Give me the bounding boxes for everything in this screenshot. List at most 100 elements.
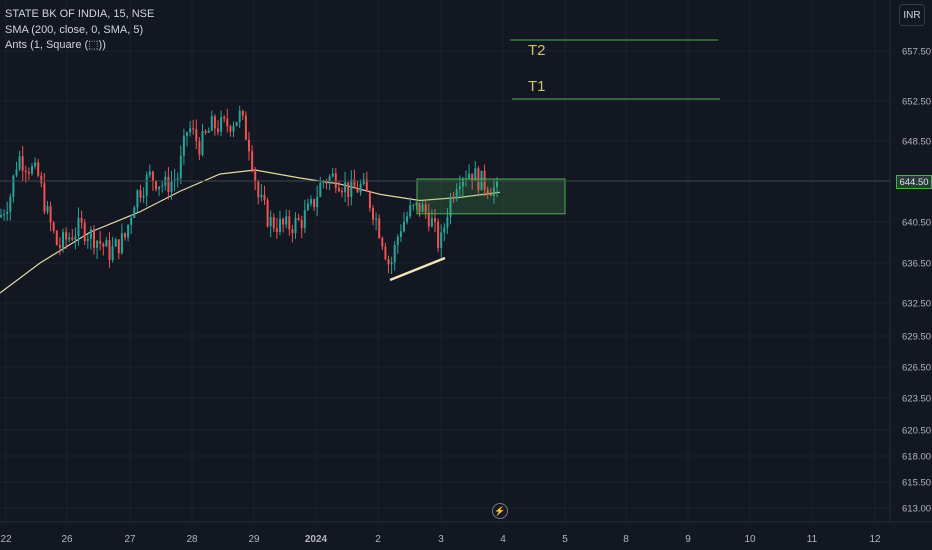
candle-body [496,180,498,188]
candle-body [204,131,207,133]
candle-body [24,170,27,173]
candle-body [254,169,257,182]
candle-body [471,173,474,182]
candle-body [133,207,136,219]
target-t2-label[interactable]: T2 [528,42,546,59]
time-tick-label: 26 [61,534,73,545]
candle-body [235,121,238,126]
candle-body [489,193,492,196]
candle-body [291,229,294,234]
price-axis[interactable]: 657.50 652.50 648.50 644.50 640.50 636.50 632.… [889,0,932,522]
time-axis[interactable]: 22 26 27 28 29 2024 2 3 4 5 8 9 10 11 12 [0,521,932,545]
candle-body [306,203,309,211]
ants-legend[interactable]: Ants (1, Square (⬚)) [5,39,106,51]
candle-body [440,232,443,248]
time-tick-label: 12 [869,534,881,545]
candle-body [390,262,393,265]
candle-body [372,208,374,220]
candle-body [99,240,102,244]
time-tick-label: 2 [375,534,381,545]
candle-body [167,176,170,193]
time-tick-label: 4 [500,534,506,545]
candle-body [347,182,350,197]
candle-body [418,202,421,212]
candle-body [486,189,489,194]
candle-body [452,196,455,199]
target-t1-label[interactable]: T1 [528,78,546,95]
candle-body [155,181,157,190]
lightning-icon[interactable]: ⚡ [492,503,508,519]
candle-body [406,216,409,222]
candle-body [136,190,139,208]
candle-body [217,128,219,132]
candle-body [310,199,312,204]
price-tick-label: 615.50 [902,478,931,489]
candle-body [328,176,331,184]
candle-body [356,187,359,193]
price-tick-label: 629.50 [902,332,931,343]
candle-body [474,168,477,182]
candle-body [272,217,275,229]
candle-body [322,181,325,183]
candle-body [241,110,244,116]
candle-body [151,171,154,182]
candle-body [74,236,77,240]
price-tick-label: 648.50 [902,137,931,148]
candle-body [86,238,89,242]
candle-body [102,243,105,247]
drawings[interactable] [0,39,890,282]
price-tick-label: 620.50 [902,426,931,437]
grid [0,0,890,522]
candle-body [468,173,471,179]
candle-body [89,229,92,239]
candle-body [96,240,99,248]
candle-body [300,219,303,228]
candle-body [213,116,216,129]
symbol-title[interactable]: STATE BK OF INDIA, 15, NSE [5,8,155,20]
candle-body [446,217,449,228]
candle-body [49,206,52,223]
time-tick-label: 9 [685,534,691,545]
candle-body [359,183,362,193]
candle-body [387,259,390,265]
candle-body [34,162,37,167]
currency-button[interactable]: INR [899,4,925,26]
candle-body [424,204,427,213]
candle-body [437,221,440,248]
candle-body [158,186,161,190]
sma-legend[interactable]: SMA (200, close, 0, SMA, 5) [5,23,144,36]
candle-body [492,187,495,196]
time-tick-label: 28 [186,534,198,545]
candle-body [331,173,334,177]
candle-body [31,166,33,174]
candle-body [68,237,71,240]
candle-body [142,195,145,198]
candle-body [108,240,111,261]
candle-body [192,128,195,130]
candle-body [483,170,486,190]
candle-body [127,224,130,238]
candle-body [223,117,226,119]
candle-body [412,204,415,206]
candle-body [114,239,117,247]
candle-body [207,130,210,133]
candle-body [288,216,291,230]
candle-body [176,178,179,180]
candle-body [52,222,55,231]
candle-body [186,132,188,136]
candle-body [375,218,378,220]
candle-body [9,196,12,212]
candle-body [27,172,30,174]
time-tick-label: 27 [124,534,136,545]
time-tick-label: 22 [0,534,12,545]
candle-body [294,218,297,234]
candle-body [198,141,201,155]
candle-body [344,182,347,193]
price-tick-label: 632.50 [902,299,931,310]
candle-body [263,194,266,201]
candle-body [83,222,86,242]
candle-body [195,129,198,142]
candle-body [434,218,436,222]
